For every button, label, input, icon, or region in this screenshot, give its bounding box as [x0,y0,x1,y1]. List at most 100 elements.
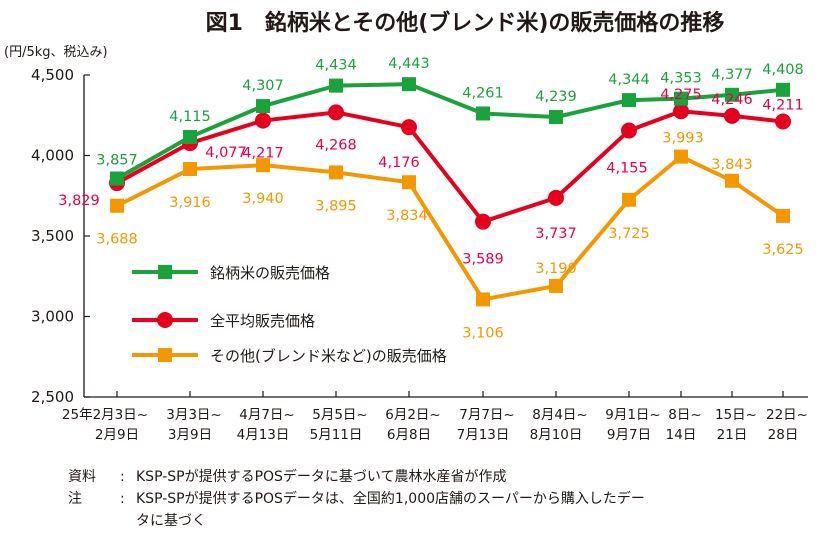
notes: 資料 : KSP-SPが提供するPOSデータに基づいて農林水産省が作成 注 : … [68,466,656,532]
data-label: 4,115 [169,109,211,125]
series-2 [110,149,790,307]
data-point [622,93,636,108]
series-0 [110,77,790,186]
data-label: 4,246 [711,92,753,108]
data-label: 4,261 [462,85,504,101]
data-label: 3,857 [96,153,138,169]
x-tick-label-line2: 7月13日 [457,427,510,443]
data-point [183,129,197,144]
y-tick-label: 2,500 [31,388,74,406]
legend-marker-circle [157,312,173,328]
x-tick-label: 8月4日~ [532,407,588,423]
x-tick-label: 3月3日~ [166,407,222,423]
data-label: 3,688 [96,232,138,248]
series-layer: 3,857 4,115 4,307 4,434 4,443 4,261 4,239 4,344… [58,56,804,341]
x-tick-label: 25年2月3日~ [62,407,148,423]
data-point [475,213,491,230]
data-label: 4,344 [608,72,650,88]
data-label: 3,725 [608,226,650,242]
data-point [256,158,270,173]
data-label: 3,834 [386,208,428,224]
data-point [674,91,688,106]
data-label: 4,377 [711,67,753,83]
note-remark-label: 注 [68,491,82,507]
x-tick-label: 15日~ [715,407,757,423]
data-label: 3,993 [662,131,704,147]
data-point [725,87,739,102]
data-point [622,192,636,207]
chart-title: 図1 銘柄米とその他(ブレンド米)の販売価格の推移 [206,10,725,36]
data-point [673,103,689,120]
data-point [183,162,197,177]
data-point [621,122,637,139]
x-tick-label-line2: 4月13日 [237,427,290,443]
axes: 2,500 3,000 3,500 4,000 4,500 25年2月3日~ 2月9日 3月3… [31,66,808,443]
data-point [775,113,791,130]
data-label: 3,916 [169,195,211,211]
data-label: 4,239 [535,89,577,105]
data-label: 4,211 [762,98,804,114]
y-axis-unit-label: (円/5kg、税込み) [4,45,108,60]
x-tick-label-line2: 3月9日 [168,427,212,443]
x-tick-label: 9月1日~ [605,407,661,423]
x-tick-label-line2: 28日 [768,427,799,443]
note-source-label: 資料 [68,469,96,485]
note-source: 資料 : KSP-SPが提供するPOSデータに基づいて農林水産省が作成 [68,466,656,488]
data-point [476,292,490,307]
legend-label: その他(ブレンド米など)の販売価格 [210,347,447,365]
y-tick-label: 3,000 [31,308,74,326]
note-remark-separator: : [120,491,125,507]
data-point [674,149,688,164]
data-label: 4,434 [315,58,357,74]
data-point [256,99,270,114]
data-label: 3,843 [711,157,753,173]
legend-label: 銘柄米の販売価格 [210,264,330,282]
x-tick-label: 22日~ [766,407,808,423]
legend-marker-square [158,348,172,362]
x-tick-label-line2: 9月7日 [607,427,651,443]
data-point [329,78,343,93]
x-tick-label: 8日~ [668,407,701,423]
data-point [549,278,563,293]
data-label: 4,176 [378,155,420,171]
data-label: 4,155 [606,161,648,177]
data-label: 4,353 [660,71,702,87]
legend-marker-square [158,265,172,279]
data-point [776,82,790,97]
legend-item: 全平均販売価格 [132,312,315,330]
data-label: 3,106 [462,325,504,341]
data-point [724,107,740,124]
data-point [776,208,790,223]
legend-label: 全平均販売価格 [210,312,315,330]
x-tick-label: 5月5日~ [312,407,368,423]
note-source-separator: : [120,469,125,485]
data-point [110,171,124,186]
y-tick-label: 4,500 [31,66,74,84]
data-label: 4,443 [388,56,430,72]
data-label: 4,268 [315,137,357,153]
data-point [255,112,271,129]
data-point [725,173,739,188]
x-tick-label-line2: 5月11日 [310,427,363,443]
note-source-text: KSP-SPが提供するPOSデータに基づいて農林水産省が作成 [136,469,507,485]
x-tick-label-line2: 8月10日 [530,427,583,443]
data-point [548,189,564,206]
data-point [401,119,417,136]
x-tick-label: 7月7日~ [459,407,515,423]
data-point [549,110,563,125]
x-tick-label: 4月7日~ [239,407,295,423]
data-point [329,165,343,180]
data-label: 4,408 [762,62,804,78]
y-tick-label: 4,000 [31,147,74,165]
data-point [402,77,416,92]
data-point [476,106,490,121]
data-label: 3,625 [762,242,804,258]
data-point [328,104,344,121]
data-label: 3,737 [535,226,577,242]
data-label: 4,217 [242,146,284,162]
x-tick-label-line2: 14日 [666,427,697,443]
data-point [402,175,416,190]
data-label: 4,307 [242,78,284,94]
